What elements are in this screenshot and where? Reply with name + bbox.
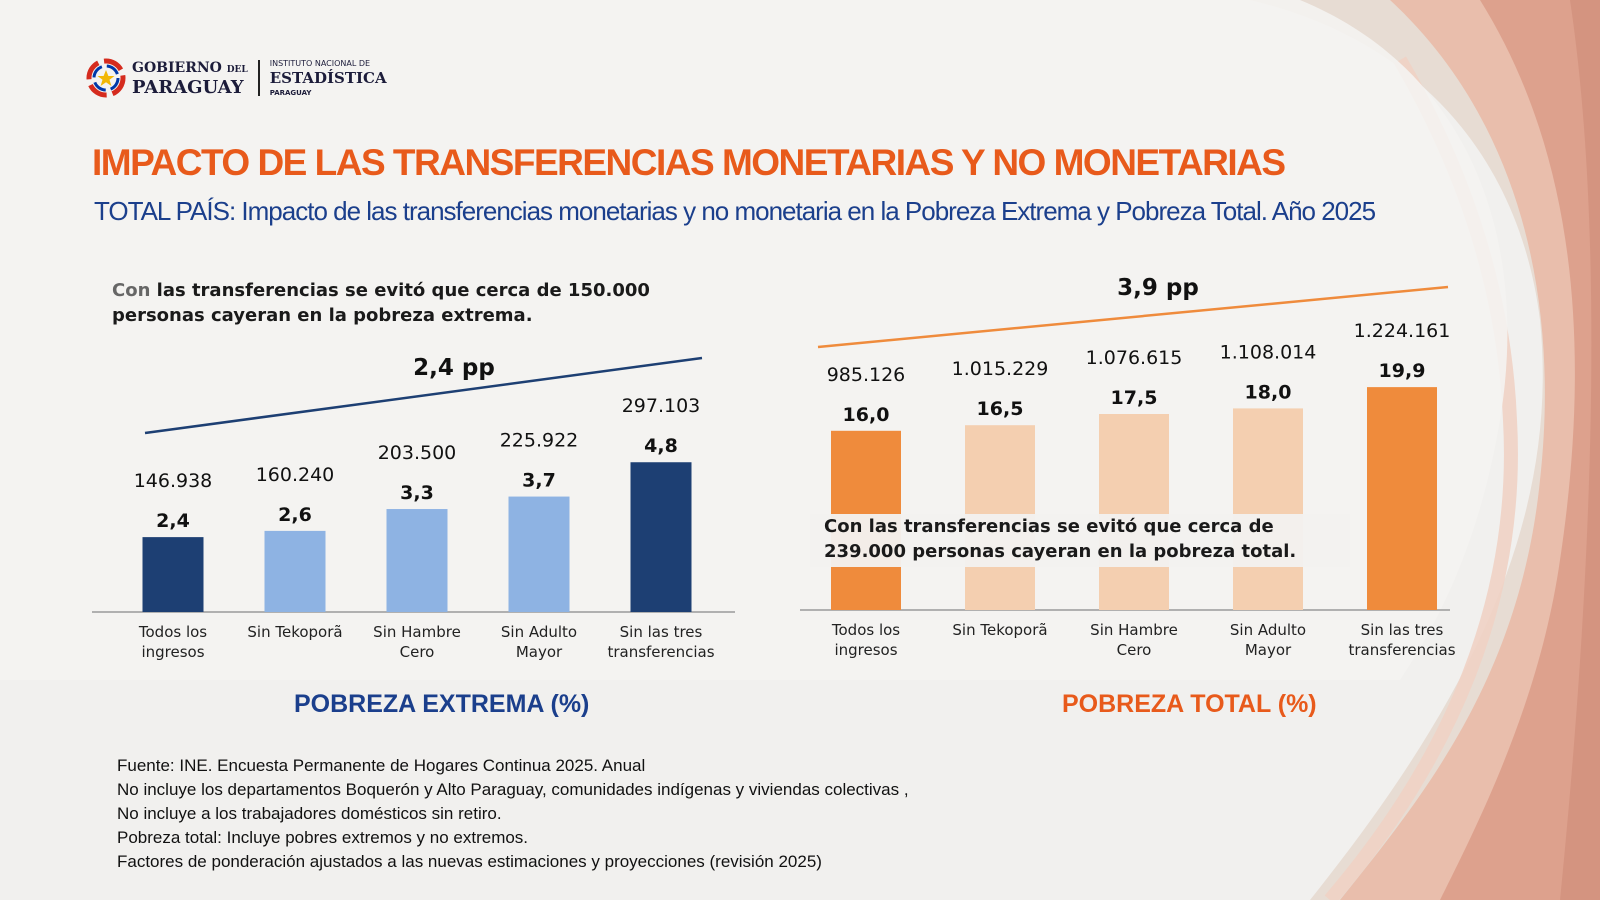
bar-value-label: 2,6 [278,504,312,526]
page-title: IMPACTO DE LAS TRANSFERENCIAS MONETARIAS… [92,142,1286,183]
sources-footnote: Fuente: INE. Encuesta Permanente de Hoga… [117,754,909,874]
total-note: Con las transferencias se evitó que cerc… [810,514,1350,567]
category-label: Sin Tekoporã [952,621,1048,639]
source-line: Pobreza total: Incluye pobres extremos y… [117,828,529,847]
category-label: Sin las tres transferencias [1348,621,1456,659]
source-line: No incluye a los trabajadores domésticos… [117,804,502,823]
bar-value-label: 2,4 [156,510,190,532]
category-label: Todos los ingresos [138,623,208,661]
difference-pp-label: 2,4 pp [413,355,495,381]
source-line: No incluye los departamentos Boquerón y … [117,780,909,799]
logo-block: GOBIERNO DEL PARAGUAY INSTITUTO NACIONAL… [86,56,387,100]
persons-label: 1.015.229 [952,358,1049,380]
persons-label: 146.938 [134,470,213,492]
category-label: Sin Adulto Mayor [1229,621,1307,659]
extrema-chart-title: POBREZA EXTREMA (%) [294,690,590,718]
category-label: Sin Hambre Cero [373,623,461,661]
bar [142,537,204,612]
persons-label: 1.108.014 [1220,341,1317,363]
persons-label: 225.922 [500,430,579,452]
category-label: Sin las tres transferencias [607,623,715,661]
source-line: Fuente: INE. Encuesta Permanente de Hoga… [117,756,646,775]
category-label: Sin Adulto Mayor [500,623,578,661]
source-line: Factores de ponderación ajustados a las … [117,852,822,871]
persons-label: 297.103 [622,395,701,417]
bar [1367,387,1437,610]
total-chart-title: POBREZA TOTAL (%) [1062,690,1317,718]
bar-value-label: 3,3 [400,482,434,504]
difference-pp-label: 3,9 pp [1117,275,1199,301]
persons-label: 160.240 [256,464,335,486]
gobierno-logo-text: GOBIERNO DEL PARAGUAY [132,60,248,98]
persons-label: 985.126 [827,364,906,386]
bar-value-label: 19,9 [1379,360,1426,382]
bar-value-label: 3,7 [522,470,556,492]
bar-value-label: 16,5 [977,398,1024,420]
bar [630,462,692,612]
bar [1233,408,1303,610]
difference-line [144,356,703,435]
bar [264,530,326,612]
bar [1099,414,1169,610]
bar-value-label: 17,5 [1111,387,1158,409]
bar [386,509,448,612]
bar-value-label: 16,0 [843,404,890,426]
bar [508,496,570,612]
persons-label: 1.076.615 [1086,347,1183,369]
category-label: Todos los ingresos [831,621,901,659]
ine-logo-text: INSTITUTO NACIONAL DE ESTADÍSTICA PARAGU… [269,58,387,97]
logo-divider [257,60,260,96]
paraguay-star-seal-icon [86,58,126,98]
bar-value-label: 4,8 [644,435,678,457]
category-label: Sin Tekoporã [247,623,343,641]
bar-value-label: 18,0 [1245,381,1292,403]
persons-label: 1.224.161 [1354,320,1451,342]
page-subtitle: TOTAL PAÍS: Impacto de las transferencia… [94,196,1376,226]
persons-label: 203.500 [378,442,457,464]
extrema-note: Con las transferencias se evitó que cerc… [112,280,650,326]
category-label: Sin Hambre Cero [1090,621,1178,659]
difference-line [817,285,1449,349]
